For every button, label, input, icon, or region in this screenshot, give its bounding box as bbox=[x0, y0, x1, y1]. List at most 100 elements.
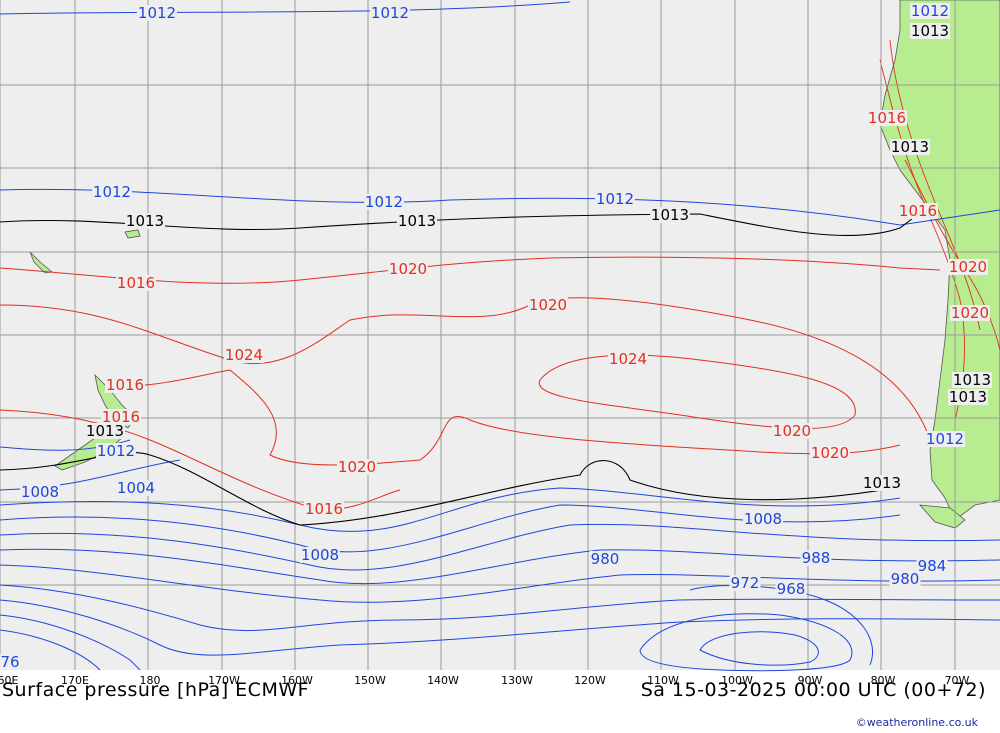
isobar-label-bg bbox=[729, 575, 761, 591]
isobar-label-bg bbox=[528, 297, 568, 313]
isobar-label: 1020 bbox=[338, 458, 376, 476]
isobar-label-bg bbox=[775, 581, 807, 597]
longitude-tick-label: 170E bbox=[61, 674, 89, 687]
isobar-label-bg bbox=[910, 23, 950, 39]
longitude-axis: 60E 170E 180 170W 160W 150W 140W 130W 120W 110W 10… bbox=[0, 674, 970, 687]
isobar-label: 1013 bbox=[911, 22, 949, 40]
credit[interactable]: ©weatheronline.co.uk bbox=[856, 716, 979, 729]
isobar-label: 1013 bbox=[949, 388, 987, 406]
isobar-label-bg bbox=[595, 191, 635, 207]
isobar-label: 1012 bbox=[93, 183, 131, 201]
isobar-label: 1012 bbox=[596, 190, 634, 208]
isobar-label: 1016 bbox=[117, 274, 155, 292]
isobar-label: 972 bbox=[731, 574, 760, 592]
isobar-label: 980 bbox=[591, 550, 620, 568]
isobar-label: 1016 bbox=[305, 500, 343, 518]
isobar-label-bg bbox=[948, 259, 988, 275]
isobar-label-bg bbox=[862, 475, 902, 491]
isobar-label-bg bbox=[92, 184, 132, 200]
map-title: Surface pressure [hPa] ECMWF bbox=[2, 679, 309, 701]
longitude-tick-label: 110W bbox=[647, 674, 679, 687]
isobar-label-bg bbox=[952, 372, 992, 388]
footer-bar bbox=[0, 670, 1000, 733]
isobar-label-bg bbox=[20, 484, 60, 500]
isobar-label-bg bbox=[910, 3, 950, 19]
isobar-label-bg bbox=[116, 480, 156, 496]
isobar-label-bg bbox=[0, 654, 21, 670]
isobar-label: 1016 bbox=[102, 408, 140, 426]
isobar-label-bg bbox=[116, 275, 156, 291]
isobar-label: 1013 bbox=[863, 474, 901, 492]
isobar-label-bg bbox=[224, 347, 264, 363]
longitude-tick-label: 140W bbox=[427, 674, 459, 687]
isobar-label-bg bbox=[337, 459, 377, 475]
isobar-label: 1020 bbox=[389, 260, 427, 278]
tierra-del-fuego bbox=[919, 504, 966, 529]
isobar-label-bg bbox=[125, 213, 165, 229]
isobar-label-bg bbox=[85, 423, 125, 439]
isobar-label: 1008 bbox=[21, 483, 59, 501]
isobar-label-bg bbox=[772, 423, 812, 439]
isobar-label: 1008 bbox=[301, 546, 339, 564]
isobar-label-bg bbox=[370, 5, 410, 21]
longitude-tick-label: 180 bbox=[140, 674, 161, 687]
fiji bbox=[124, 229, 141, 239]
isobar-label: 988 bbox=[802, 549, 831, 567]
longitude-tick-label: 130W bbox=[501, 674, 533, 687]
isobar-label: 1013 bbox=[126, 212, 164, 230]
isobar-label: 1020 bbox=[949, 258, 987, 276]
isobar-label: 1012 bbox=[926, 430, 964, 448]
isobar-label-bg bbox=[867, 110, 907, 126]
isobar-label-bg bbox=[800, 550, 832, 566]
new-caledonia bbox=[29, 251, 53, 274]
isobar-label: 968 bbox=[777, 580, 806, 598]
isobar-label: 1013 bbox=[398, 212, 436, 230]
isobar-label: 1012 bbox=[97, 442, 135, 460]
isobar-label: 984 bbox=[918, 557, 947, 575]
isobar-label: 1013 bbox=[651, 206, 689, 224]
isobar-label: 1012 bbox=[138, 4, 176, 22]
longitude-tick-label: 70W bbox=[945, 674, 970, 687]
isobar-label-bg bbox=[300, 547, 340, 563]
isobar-label: 76 bbox=[0, 653, 19, 671]
isobar-label-bg bbox=[890, 139, 930, 155]
longitude-tick-label: 60E bbox=[0, 674, 19, 687]
isobar-label-bg bbox=[898, 203, 938, 219]
longitude-tick-label: 160W bbox=[281, 674, 313, 687]
longitude-tick-label: 100W bbox=[721, 674, 753, 687]
isobar-label-bg bbox=[364, 194, 404, 210]
isobar-label: 1016 bbox=[868, 109, 906, 127]
isobars-low bbox=[0, 1, 1000, 672]
longitude-tick-label: 150W bbox=[354, 674, 386, 687]
isobar-label-bg bbox=[304, 501, 344, 517]
isobar-label-bg bbox=[397, 213, 437, 229]
isobar-label-bg bbox=[916, 558, 948, 574]
longitude-tick-label: 120W bbox=[574, 674, 606, 687]
longitude-tick-label: 170W bbox=[208, 674, 240, 687]
isobar-label: 1016 bbox=[106, 376, 144, 394]
isobar-label-bg bbox=[96, 443, 136, 459]
isobar-label: 1004 bbox=[117, 479, 155, 497]
valid-time: Sa 15-03-2025 00:00 UTC (00+72) bbox=[641, 679, 986, 701]
isobar-label-bg bbox=[948, 389, 988, 405]
longitude-tick-label: 90W bbox=[798, 674, 823, 687]
isobar-label: 1024 bbox=[225, 346, 263, 364]
isobar-label: 1012 bbox=[365, 193, 403, 211]
isobar-label: 1012 bbox=[911, 2, 949, 20]
isobar-label-bg bbox=[743, 511, 783, 527]
isobar-label-bg bbox=[589, 551, 621, 567]
isobar-label: 1020 bbox=[773, 422, 811, 440]
graticule bbox=[0, 0, 1000, 670]
isobar-label: 1013 bbox=[891, 138, 929, 156]
isobar-label-bg bbox=[137, 5, 177, 21]
isobar-label-bg bbox=[608, 351, 648, 367]
isobar-label: 1020 bbox=[951, 304, 989, 322]
longitude-tick-label: 80W bbox=[871, 674, 896, 687]
isobar-label: 1013 bbox=[86, 422, 124, 440]
isobar-label-bg bbox=[388, 261, 428, 277]
isobar-label-bg bbox=[101, 409, 141, 425]
isobar-label-bg bbox=[889, 571, 921, 587]
isobar-label: 1020 bbox=[529, 296, 567, 314]
